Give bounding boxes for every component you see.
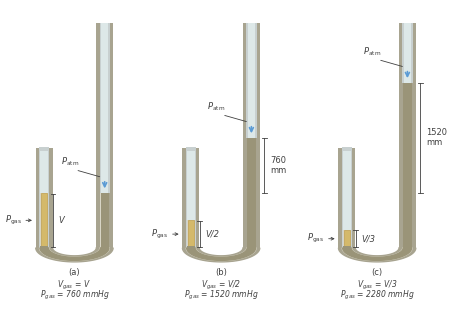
- Bar: [343, 148, 351, 230]
- Text: V/2: V/2: [205, 230, 219, 239]
- Polygon shape: [40, 248, 109, 260]
- Bar: [351, 230, 352, 248]
- Bar: [186, 148, 187, 220]
- Polygon shape: [338, 248, 416, 262]
- Bar: [188, 220, 194, 247]
- Text: P$_{\rm gas}$: P$_{\rm gas}$: [5, 214, 22, 227]
- Bar: [255, 23, 256, 138]
- Text: P$_{\rm gas}$: P$_{\rm gas}$: [151, 227, 168, 241]
- Bar: [40, 246, 48, 248]
- Bar: [342, 148, 352, 249]
- Bar: [48, 148, 49, 193]
- Text: P$_{gas}$ = 760 mmHg: P$_{gas}$ = 760 mmHg: [39, 289, 109, 302]
- Bar: [246, 23, 248, 138]
- Polygon shape: [36, 248, 113, 262]
- Polygon shape: [182, 248, 260, 262]
- Text: V$_{gas}$ = V/2: V$_{gas}$ = V/2: [201, 278, 241, 292]
- Bar: [342, 148, 343, 230]
- Bar: [100, 23, 109, 249]
- Bar: [404, 23, 411, 83]
- Polygon shape: [186, 248, 256, 260]
- Bar: [344, 230, 350, 247]
- Text: V: V: [59, 216, 64, 225]
- Text: 760
mm: 760 mm: [271, 155, 287, 175]
- Bar: [342, 230, 343, 248]
- Bar: [48, 193, 49, 248]
- Bar: [342, 147, 352, 151]
- Bar: [39, 148, 40, 193]
- Bar: [96, 23, 113, 249]
- Bar: [195, 148, 196, 220]
- Bar: [186, 148, 195, 249]
- Text: V$_{gas}$ = V/3: V$_{gas}$ = V/3: [357, 278, 397, 292]
- Text: (b): (b): [215, 268, 227, 277]
- Bar: [39, 193, 40, 248]
- Bar: [100, 23, 101, 193]
- Text: P$_{\rm atm}$: P$_{\rm atm}$: [364, 45, 382, 58]
- Bar: [338, 148, 355, 249]
- Bar: [411, 23, 412, 83]
- Text: P$_{\rm gas}$: P$_{\rm gas}$: [307, 232, 325, 245]
- Polygon shape: [342, 248, 412, 260]
- Text: P$_{\rm atm}$: P$_{\rm atm}$: [207, 101, 226, 113]
- Bar: [243, 23, 260, 249]
- Bar: [247, 138, 255, 248]
- Text: V$_{gas}$ = V: V$_{gas}$ = V: [57, 278, 91, 292]
- Bar: [187, 148, 195, 220]
- Polygon shape: [39, 248, 109, 260]
- Bar: [36, 148, 53, 249]
- Polygon shape: [343, 248, 411, 260]
- Text: P$_{\rm atm}$: P$_{\rm atm}$: [61, 156, 79, 168]
- Bar: [399, 23, 416, 249]
- Bar: [100, 193, 109, 248]
- Text: V/3: V/3: [361, 234, 375, 243]
- Bar: [186, 147, 196, 151]
- Bar: [39, 148, 49, 249]
- Bar: [40, 148, 48, 193]
- Bar: [109, 23, 110, 193]
- Text: (a): (a): [69, 268, 80, 277]
- Bar: [186, 220, 187, 248]
- Bar: [195, 220, 196, 248]
- Bar: [41, 193, 47, 247]
- Bar: [39, 147, 49, 151]
- Bar: [343, 246, 351, 248]
- Bar: [402, 23, 404, 83]
- Text: 1520
mm: 1520 mm: [427, 128, 447, 147]
- Bar: [351, 148, 352, 230]
- Bar: [403, 83, 411, 248]
- Text: P$_{gas}$ = 2280 mmHg: P$_{gas}$ = 2280 mmHg: [340, 289, 414, 302]
- Text: P$_{gas}$ = 1520 mmHg: P$_{gas}$ = 1520 mmHg: [184, 289, 258, 302]
- Polygon shape: [187, 248, 255, 260]
- Bar: [187, 246, 195, 248]
- Bar: [101, 23, 109, 193]
- Text: (c): (c): [372, 268, 383, 277]
- Bar: [403, 23, 412, 249]
- Bar: [247, 23, 256, 249]
- Bar: [248, 23, 255, 138]
- Bar: [182, 148, 199, 249]
